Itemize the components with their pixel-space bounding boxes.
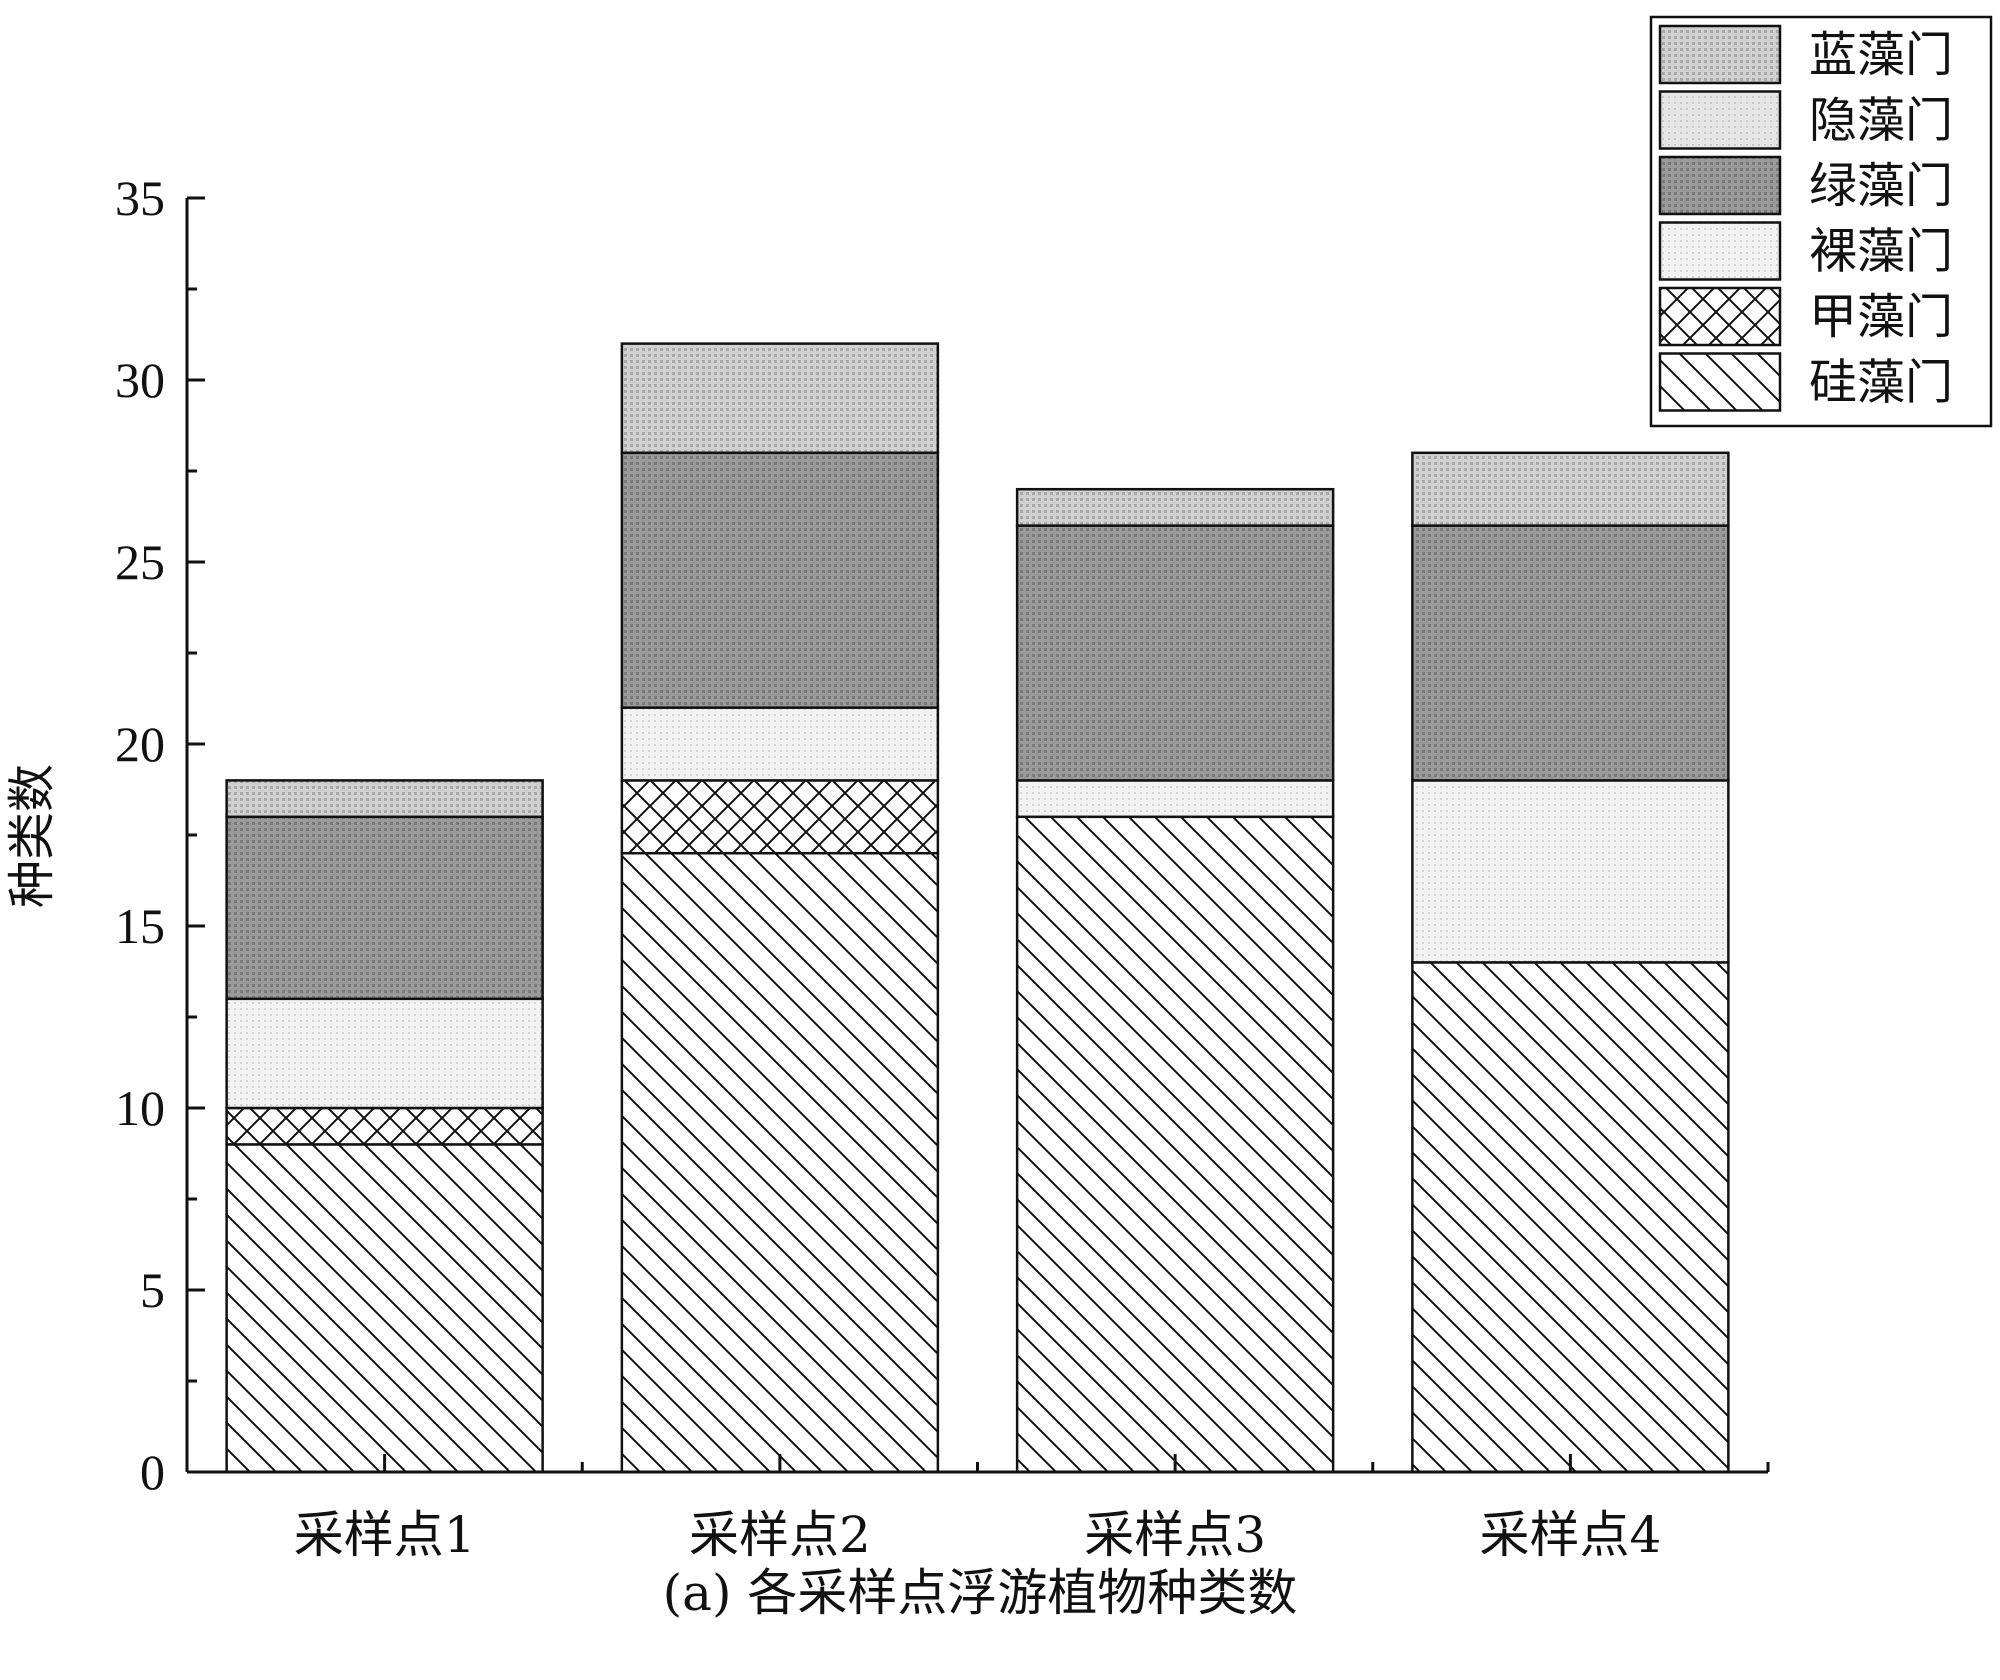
y-tick-label: 30	[115, 352, 165, 408]
bar-segment-4-series-1	[1411, 961, 1730, 1474]
legend-swatch	[1658, 90, 1782, 150]
bar-segment-4-series-4	[1411, 524, 1730, 782]
y-axis-title: 种类数	[4, 764, 60, 908]
bar-segment-2-series-6	[620, 342, 940, 455]
bar-segment-1-series-6	[225, 779, 544, 819]
legend-swatch	[1658, 352, 1782, 412]
axes: 0 5 10 15 20 25 30 35	[115, 170, 1770, 1500]
y-tick-label: 20	[115, 716, 165, 772]
x-tick-label: 采样点2	[689, 1506, 871, 1564]
y-tick-label: 10	[115, 1080, 165, 1136]
legend-swatch	[1658, 24, 1782, 85]
bar-segment-4-series-3	[1411, 779, 1730, 964]
x-tick-label: 采样点1	[294, 1506, 476, 1564]
y-tick-label: 5	[140, 1262, 165, 1318]
legend-label: 硅藻门	[1809, 355, 1953, 411]
y-tick-label: 35	[115, 170, 165, 226]
y-tick-label: 15	[115, 898, 165, 954]
bar-group: 采样点1 采样点2 采样点3 采样点4	[225, 342, 1730, 1564]
bar-segment-3-series-1	[1015, 815, 1335, 1474]
bar-segment-1-series-1	[225, 1143, 544, 1474]
legend-swatch	[1658, 155, 1782, 216]
legend-label: 蓝藻门	[1809, 27, 1953, 83]
bar-segment-1-series-4	[225, 815, 544, 1001]
bar-segment-1-series-2	[225, 1106, 544, 1146]
bar-segment-2-series-4	[620, 451, 940, 709]
bar-segment-4-series-6	[1411, 451, 1730, 527]
bar-segment-3-series-6	[1015, 487, 1335, 527]
legend-label: 裸藻门	[1809, 224, 1953, 280]
legend-label: 甲藻门	[1809, 289, 1953, 345]
bar-segment-2-series-2	[620, 779, 940, 855]
bar-segment-2-series-3	[620, 706, 940, 782]
x-tick-label: 采样点4	[1479, 1506, 1661, 1564]
bar-segment-3-series-3	[1015, 779, 1335, 819]
legend-swatch	[1658, 221, 1782, 281]
bar-segment-1-series-3	[225, 997, 544, 1110]
bar-segment-3-series-4	[1015, 524, 1335, 782]
x-tick-label: 采样点3	[1084, 1506, 1266, 1564]
y-tick-label: 25	[115, 534, 165, 590]
y-tick-label: 0	[140, 1444, 165, 1500]
chart-caption: (a) 各采样点浮游植物种类数	[663, 1564, 1298, 1622]
legend-label: 绿藻门	[1809, 158, 1953, 214]
legend-label: 隐藻门	[1809, 93, 1953, 149]
bar-segment-2-series-1	[620, 851, 940, 1474]
legend-swatch	[1658, 286, 1782, 347]
